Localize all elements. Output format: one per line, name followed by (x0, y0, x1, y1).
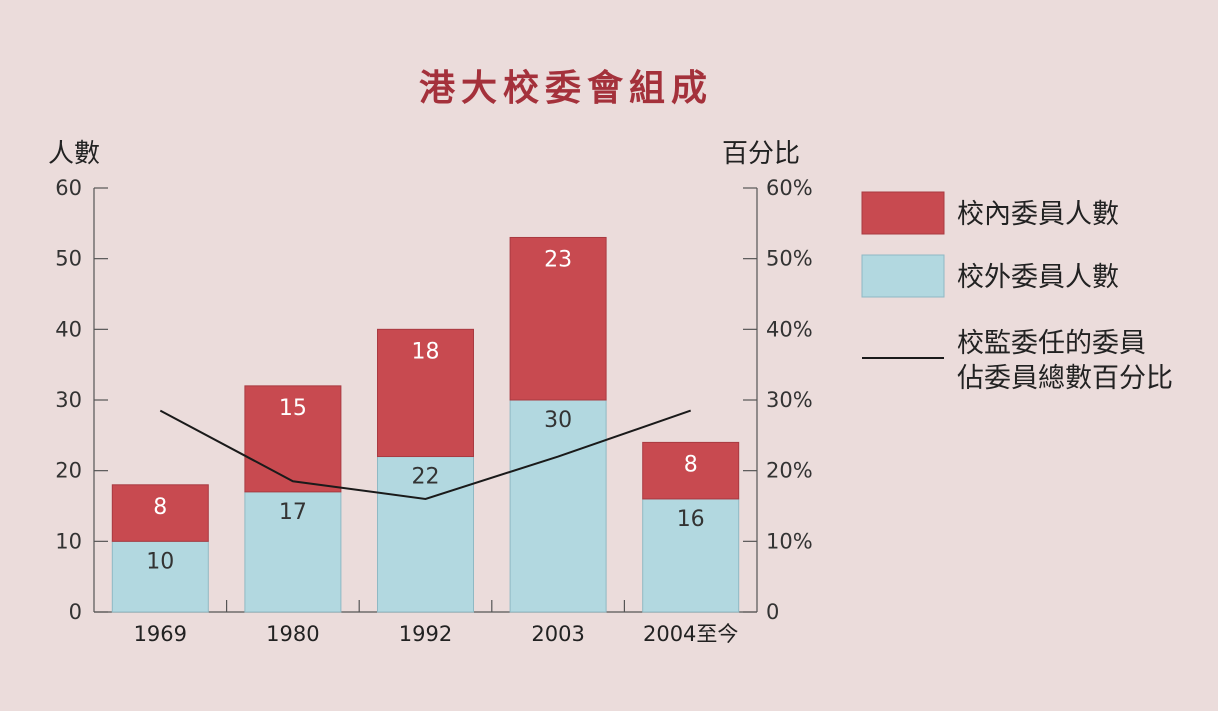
left-tick-label: 0 (69, 600, 82, 624)
bar-external (377, 456, 474, 613)
right-tick-label: 0 (766, 600, 779, 624)
right-tick-label: 10% (766, 529, 813, 553)
data-label-external: 22 (412, 465, 440, 490)
data-label-external: 30 (544, 408, 572, 433)
bar-external (111, 540, 209, 613)
data-label-internal: 8 (684, 452, 698, 477)
bar-internal (642, 441, 740, 500)
left-tick-label: 50 (55, 247, 82, 271)
legend-label: 校外委員人數 (957, 262, 1119, 293)
left-tick-label: 10 (55, 529, 82, 553)
legend-label: 校監委任的委員 (957, 328, 1146, 359)
bar-external (244, 491, 342, 613)
bar-internal (111, 484, 209, 542)
left-tick-label: 40 (55, 317, 82, 341)
data-label-internal: 8 (153, 495, 167, 520)
data-label-external: 17 (279, 500, 307, 525)
data-label-external: 16 (677, 507, 705, 532)
percentage-line-path (159, 409, 692, 500)
legend-label: 校內委員人數 (957, 199, 1119, 230)
data-label-internal: 15 (279, 396, 307, 421)
right-axis-title: 百分比 (722, 139, 800, 169)
left-tick-label: 30 (55, 388, 82, 412)
category-label: 1980 (266, 622, 319, 646)
left-axis-title: 人數 (48, 139, 100, 169)
bar-internal (509, 236, 607, 401)
percentage-line (159, 409, 692, 500)
category-label: 1992 (399, 622, 452, 646)
bar-internal (377, 328, 474, 458)
legend-swatch (861, 191, 945, 235)
right-tick-label: 40% (766, 317, 813, 341)
right-tick-label: 50% (766, 247, 813, 271)
category-label: 2003 (531, 622, 584, 646)
legend-label: 佔委員總數百分比 (957, 363, 1173, 394)
category-label: 2004至今 (643, 622, 738, 646)
bar-external (509, 399, 607, 613)
right-tick-label: 60% (766, 176, 813, 200)
data-label-internal: 23 (544, 247, 572, 272)
axes: 0 10 20 30 40 50 60 0 10% 20% 30% 40% 50% 60% 1969 1980… (55, 176, 812, 646)
bar-external (642, 498, 740, 613)
chart-title: 港大校委會組成 (419, 67, 713, 109)
category-label: 1969 (134, 622, 187, 646)
bars: 10 8 17 15 22 18 30 23 16 8 (111, 236, 740, 613)
legend-swatch (861, 254, 945, 298)
left-tick-label: 60 (55, 176, 82, 200)
data-label-external: 10 (146, 549, 174, 574)
right-tick-label: 20% (766, 459, 813, 483)
bar-internal (244, 385, 342, 493)
data-label-internal: 18 (412, 339, 440, 364)
right-tick-label: 30% (766, 388, 813, 412)
left-tick-label: 20 (55, 459, 82, 483)
